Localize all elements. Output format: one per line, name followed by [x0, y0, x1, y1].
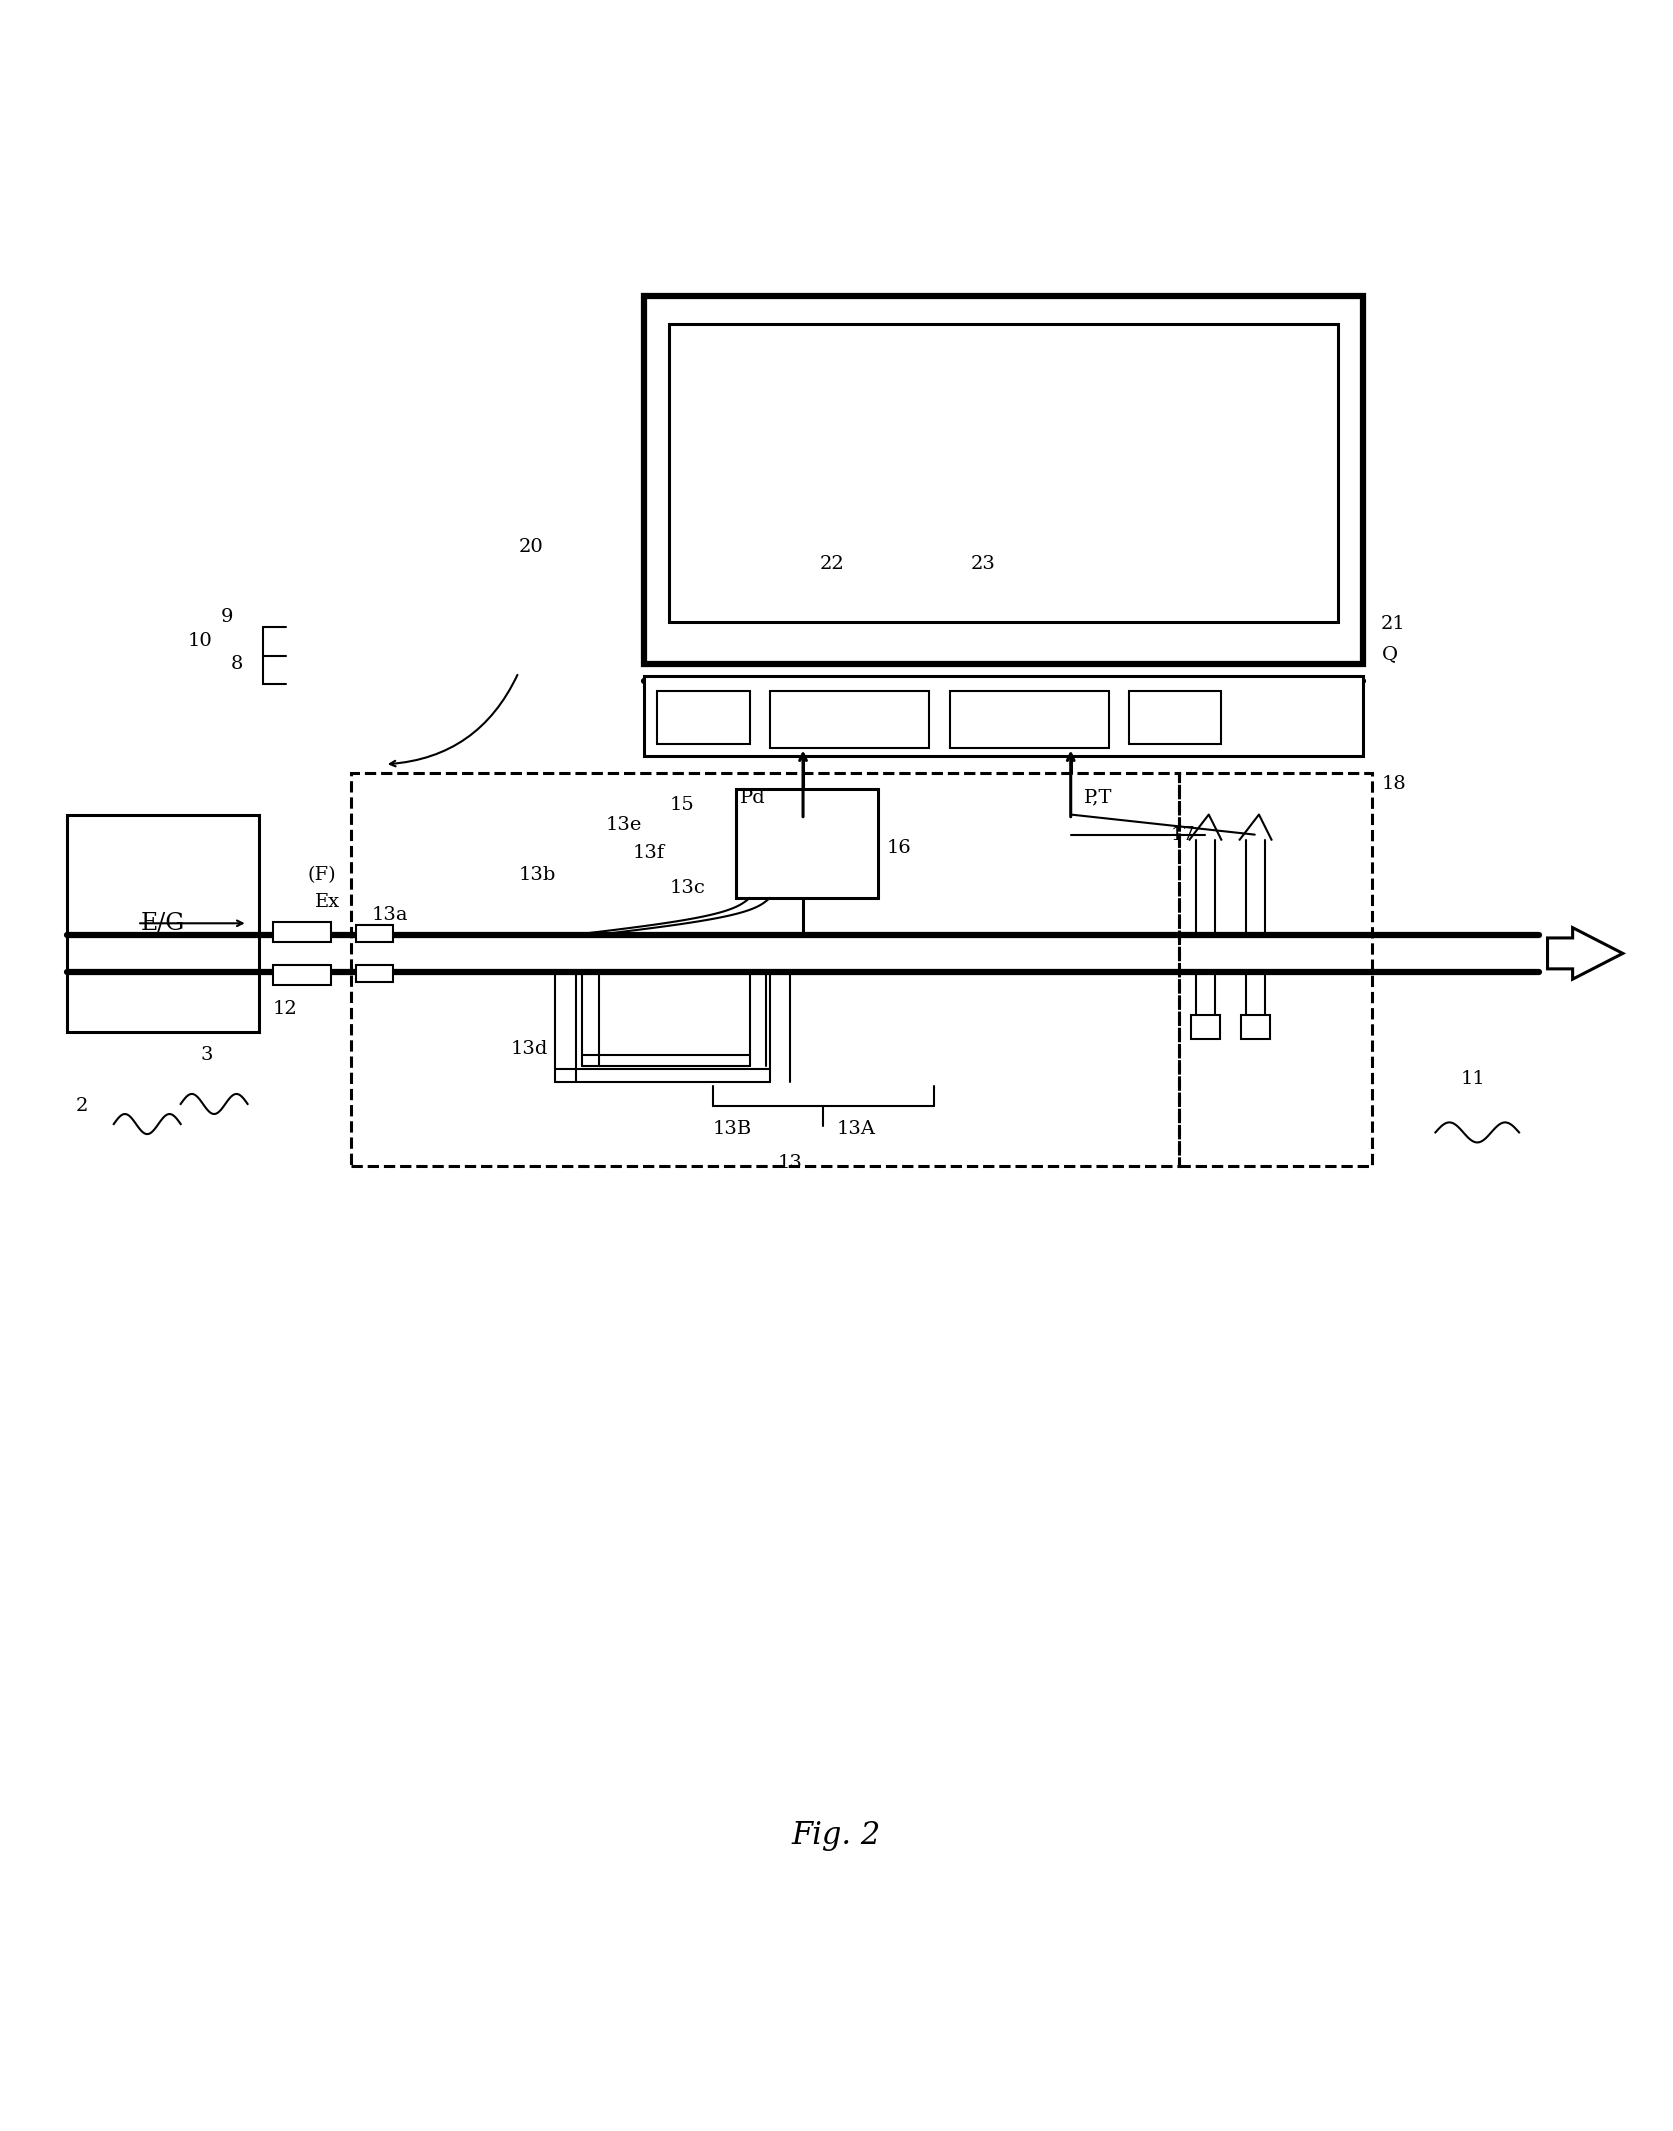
Bar	[67, 814, 259, 1031]
Text: 2: 2	[75, 1097, 87, 1115]
Text: 12: 12	[273, 999, 298, 1019]
Bar	[356, 925, 393, 942]
Text: 13f: 13f	[632, 844, 664, 863]
Text: 13A: 13A	[836, 1121, 875, 1138]
Text: 13a: 13a	[371, 906, 408, 925]
Text: 13d: 13d	[510, 1040, 547, 1057]
Text: 13B: 13B	[713, 1121, 751, 1138]
Bar	[273, 965, 331, 985]
Text: Pd: Pd	[739, 788, 765, 808]
Text: 3: 3	[201, 1046, 212, 1066]
Text: 21: 21	[1380, 616, 1405, 633]
Text: 13e: 13e	[606, 816, 642, 833]
Bar	[273, 921, 331, 942]
Text: 15: 15	[669, 795, 694, 814]
Text: 23: 23	[970, 554, 995, 573]
Bar	[770, 690, 929, 748]
FancyArrow shape	[1548, 927, 1623, 978]
Text: 13b: 13b	[519, 865, 555, 884]
Text: 10: 10	[187, 631, 212, 650]
Text: Q: Q	[1382, 646, 1399, 663]
Text: 11: 11	[1461, 1070, 1486, 1089]
Bar	[657, 690, 750, 744]
Text: 16: 16	[887, 840, 912, 857]
Bar	[1191, 1014, 1220, 1038]
Text: (F): (F)	[308, 865, 336, 884]
Text: 13c: 13c	[669, 880, 704, 897]
Text: P,T: P,T	[1084, 788, 1113, 808]
Bar	[644, 676, 1363, 757]
Bar	[351, 774, 1179, 1166]
Bar	[1241, 1014, 1270, 1038]
Text: E/G: E/G	[141, 912, 186, 936]
Text: 20: 20	[519, 537, 544, 556]
Text: 18: 18	[1382, 776, 1407, 793]
Text: 17: 17	[1171, 825, 1196, 844]
Bar	[644, 296, 1363, 665]
Bar	[736, 788, 878, 897]
Text: Ex: Ex	[315, 893, 340, 910]
Text: 22: 22	[820, 554, 845, 573]
Bar	[1179, 774, 1372, 1166]
Bar	[950, 690, 1109, 748]
Text: Fig. 2: Fig. 2	[791, 1820, 882, 1850]
Bar	[356, 965, 393, 982]
Text: 8: 8	[231, 654, 243, 673]
Bar	[669, 324, 1338, 622]
Text: 9: 9	[221, 607, 233, 627]
Text: 13: 13	[778, 1153, 803, 1172]
Bar	[1129, 690, 1221, 744]
